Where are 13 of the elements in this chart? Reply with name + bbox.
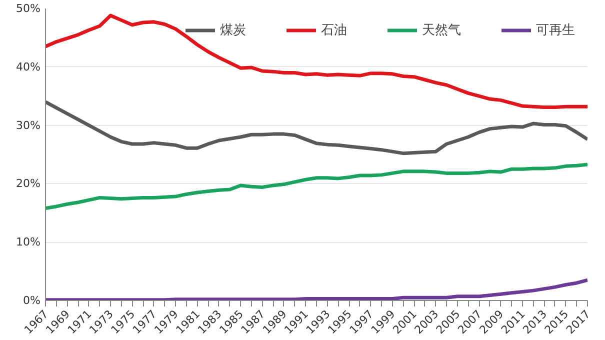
y-tick-label: 50% [16, 2, 41, 15]
line-series [46, 162, 588, 210]
legend-label: 天然气 [422, 22, 461, 39]
y-tick-label: 40% [16, 60, 41, 74]
legend-label: 煤炭 [220, 22, 246, 39]
y-tick-label: 10% [16, 236, 41, 249]
legend-label: 可再生 [536, 22, 575, 39]
line-series [46, 14, 588, 109]
y-tick-label: 20% [16, 177, 41, 190]
y-tick-label: 30% [16, 118, 41, 132]
legend-label: 石油 [321, 22, 347, 39]
line-series [46, 100, 588, 156]
y-tick-label: 0% [23, 294, 40, 307]
